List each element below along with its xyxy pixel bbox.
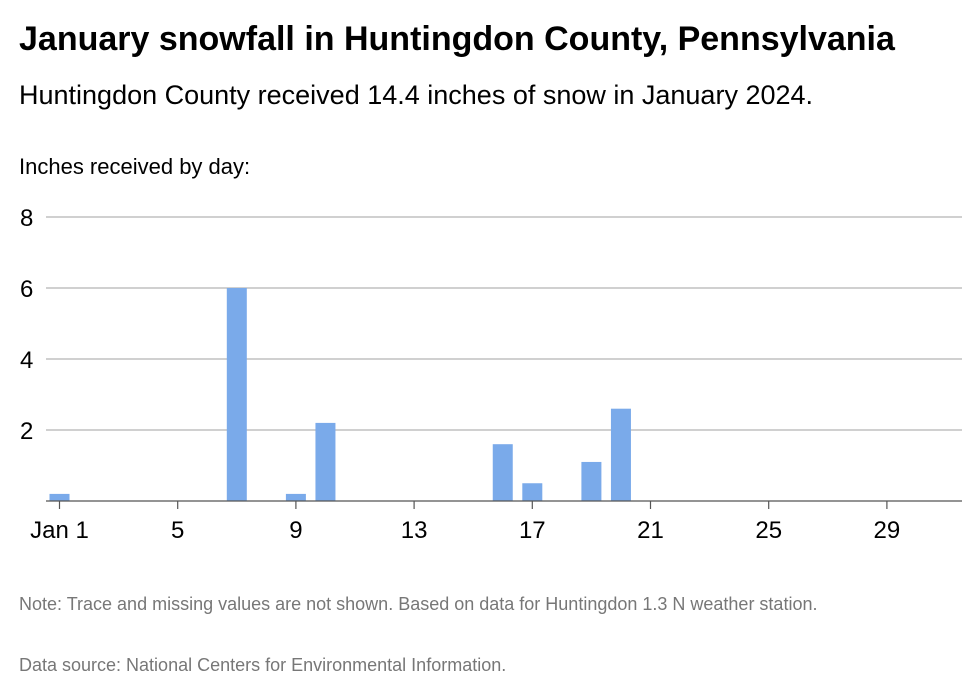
- x-tick-label: 13: [401, 517, 428, 544]
- y-axis-label: Inches received by day:: [19, 154, 251, 179]
- x-tick-label: 9: [289, 517, 302, 544]
- chart-subtitle: Huntingdon County received 14.4 inches o…: [19, 80, 814, 110]
- y-tick-label: 6: [20, 276, 33, 303]
- y-tick-label: 8: [20, 205, 33, 232]
- bar-chart: 2 4 6 8 Jan 1 5 9 13 17 21 25 29: [20, 205, 962, 544]
- bar-day-19: [581, 461, 602, 501]
- x-tick-label: 5: [171, 517, 184, 544]
- chart-note: Note: Trace and missing values are not s…: [19, 594, 818, 614]
- chart-title: January snowfall in Huntingdon County, P…: [19, 20, 895, 58]
- y-tick-label: 4: [20, 347, 33, 374]
- bar-day-20: [610, 408, 631, 501]
- bar-day-10: [315, 422, 336, 501]
- x-tick-label: 21: [637, 517, 664, 544]
- bar-day-1: [49, 493, 70, 501]
- x-tick-label: 17: [519, 517, 546, 544]
- x-tick-label: 25: [755, 517, 782, 544]
- bar-day-16: [492, 444, 513, 501]
- bar-day-17: [522, 483, 543, 501]
- bar-day-7: [226, 288, 247, 501]
- bar-day-9: [285, 493, 306, 501]
- data-source: Data source: National Centers for Enviro…: [19, 655, 507, 675]
- x-tick-label: 29: [874, 517, 901, 544]
- y-tick-label: 2: [20, 418, 33, 445]
- x-tick-label: Jan 1: [30, 517, 89, 544]
